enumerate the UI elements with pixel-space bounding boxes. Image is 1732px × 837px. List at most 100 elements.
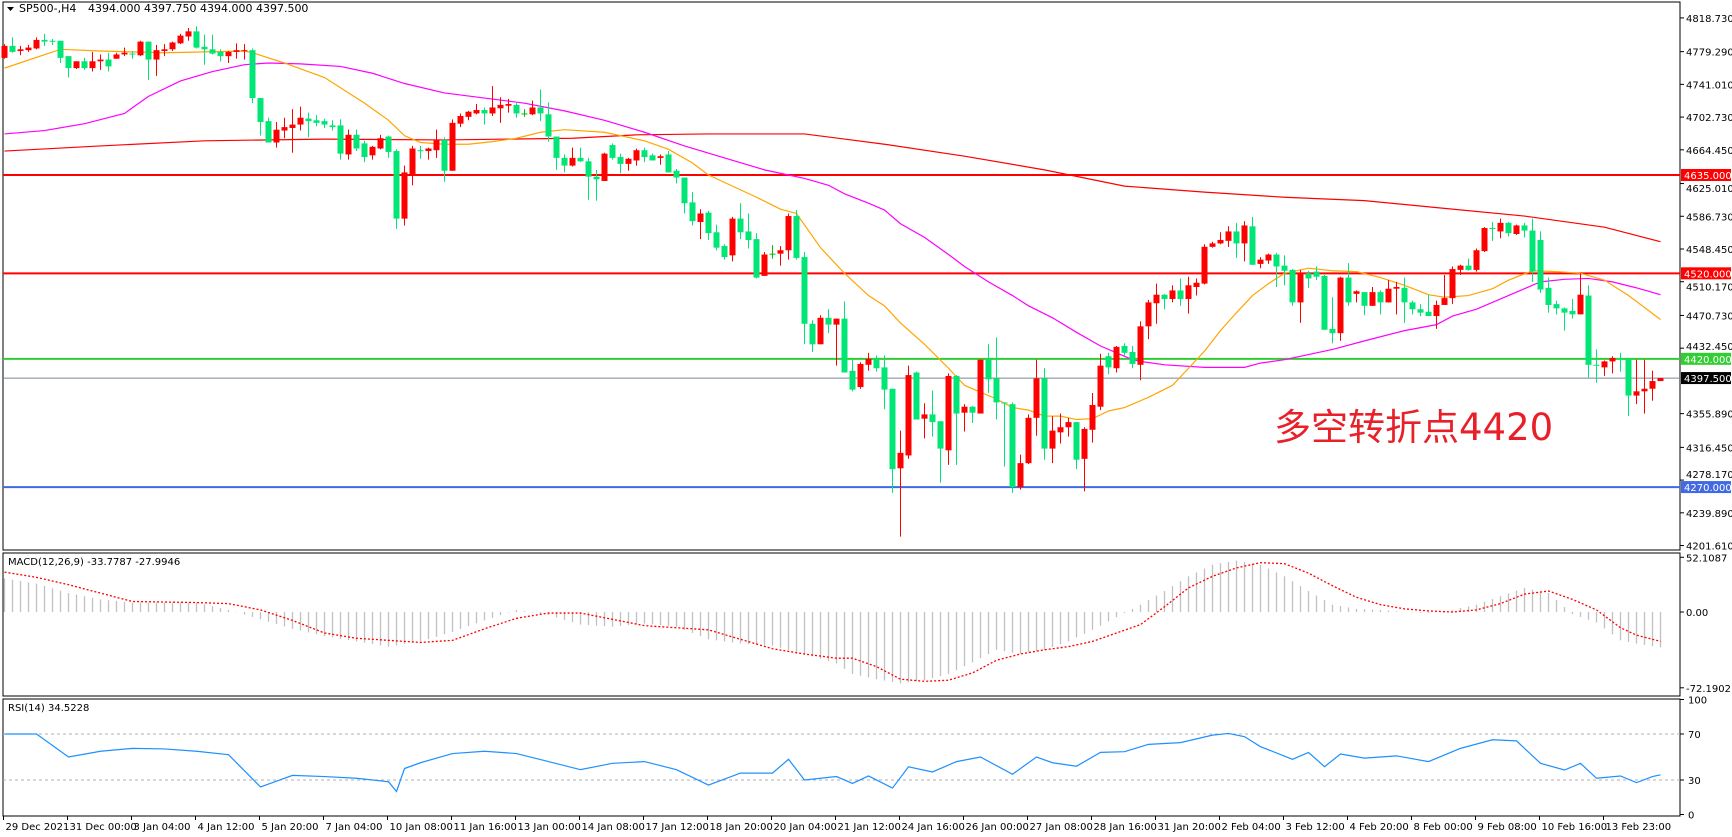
candle: [1361, 292, 1368, 316]
candle-body: [1273, 254, 1280, 267]
level-price-badge: [1681, 372, 1731, 385]
candle-body: [1097, 365, 1104, 407]
candle-body: [9, 45, 16, 52]
price-tick-label: 4239.890: [1686, 509, 1732, 520]
candle-body: [841, 318, 848, 373]
candle: [689, 192, 696, 226]
rsi-tick-label: 30: [1688, 776, 1701, 787]
candle: [529, 100, 536, 116]
candle: [353, 129, 360, 152]
candle: [1561, 307, 1568, 331]
candle-body: [569, 157, 576, 166]
candle: [33, 37, 40, 50]
candle: [1617, 352, 1624, 372]
candle-body: [1625, 358, 1632, 396]
time-tick-label: 2 Feb 04:00: [1222, 822, 1281, 833]
candle: [369, 145, 376, 160]
candle: [737, 203, 744, 240]
candle: [801, 251, 808, 345]
candle-body: [561, 157, 568, 166]
candle: [457, 113, 464, 128]
candle-body: [673, 170, 680, 178]
candle: [553, 136, 560, 170]
candle: [665, 151, 672, 173]
candle-body: [1113, 346, 1120, 369]
level-price-badge: [1681, 267, 1731, 280]
candle: [73, 61, 80, 69]
candle-body: [665, 154, 672, 173]
time-tick-label: 7 Jan 04:00: [326, 822, 383, 833]
candle-body: [321, 121, 328, 125]
level-price-label: 4397.500: [1684, 374, 1732, 385]
candle-body: [1657, 378, 1664, 382]
candle-body: [1009, 404, 1016, 488]
candle: [1161, 293, 1168, 310]
price-tick-label: 4432.450: [1686, 342, 1732, 353]
candle: [265, 117, 272, 143]
candle-body: [889, 388, 896, 470]
candle: [1297, 269, 1304, 323]
candle: [697, 209, 704, 240]
candle: [337, 119, 344, 160]
horizontal-levels: [3, 174, 1680, 489]
candle-body: [1201, 246, 1208, 284]
candle-body: [441, 139, 448, 171]
candle: [1137, 321, 1144, 381]
candle-body: [1161, 294, 1168, 299]
candle: [1073, 422, 1080, 470]
candle-body: [145, 41, 152, 60]
candle-body: [1577, 294, 1584, 315]
price-tick-label: 4201.610: [1686, 542, 1732, 553]
candle: [761, 251, 768, 276]
candle-body: [1633, 391, 1640, 396]
candle-body: [433, 139, 440, 151]
candle: [593, 169, 600, 201]
candle: [1185, 276, 1192, 314]
candle: [969, 405, 976, 423]
candle: [681, 177, 688, 214]
candle-body: [585, 161, 592, 177]
candle: [777, 245, 784, 266]
ohlc-readout: 4394.000 4397.750 4394.000 4397.500: [88, 2, 308, 15]
candle: [1057, 413, 1064, 444]
dropdown-triangle-icon[interactable]: [7, 7, 14, 11]
candle: [417, 145, 424, 159]
candle-body: [849, 370, 856, 390]
time-tick-label: 9 Feb 08:00: [1478, 822, 1537, 833]
candle-body: [745, 231, 752, 240]
candle: [57, 40, 64, 63]
candle: [817, 315, 824, 345]
candle: [809, 320, 816, 352]
candle-body: [537, 107, 544, 114]
candle: [977, 359, 984, 414]
candle: [241, 44, 248, 60]
candle: [1457, 264, 1464, 276]
candle-body: [305, 118, 312, 122]
candle-body: [1073, 422, 1080, 460]
candle-body: [1649, 381, 1656, 389]
candle-body: [913, 372, 920, 420]
level-price-badge: [1681, 352, 1731, 365]
candle-body: [1025, 417, 1032, 464]
candle-body: [953, 375, 960, 414]
candle: [841, 301, 848, 373]
candle-body: [1385, 288, 1392, 303]
candle: [89, 51, 96, 72]
time-tick-label: 14 Jan 08:00: [582, 822, 645, 833]
candle-body: [769, 253, 776, 255]
candle: [633, 148, 640, 166]
candle-body: [505, 104, 512, 106]
macd-tick-label: 0.00: [1686, 608, 1708, 619]
candle-body: [993, 378, 1000, 403]
candle: [1505, 222, 1512, 237]
candle: [945, 373, 952, 465]
candle-body: [401, 172, 408, 219]
time-tick-label: 18 Jan 20:00: [710, 822, 773, 833]
candle-body: [1425, 311, 1432, 317]
candle-body: [409, 148, 416, 175]
candle: [1657, 377, 1664, 382]
candle-body: [465, 111, 472, 117]
candle-body: [209, 49, 216, 54]
candle-body: [1001, 402, 1008, 404]
